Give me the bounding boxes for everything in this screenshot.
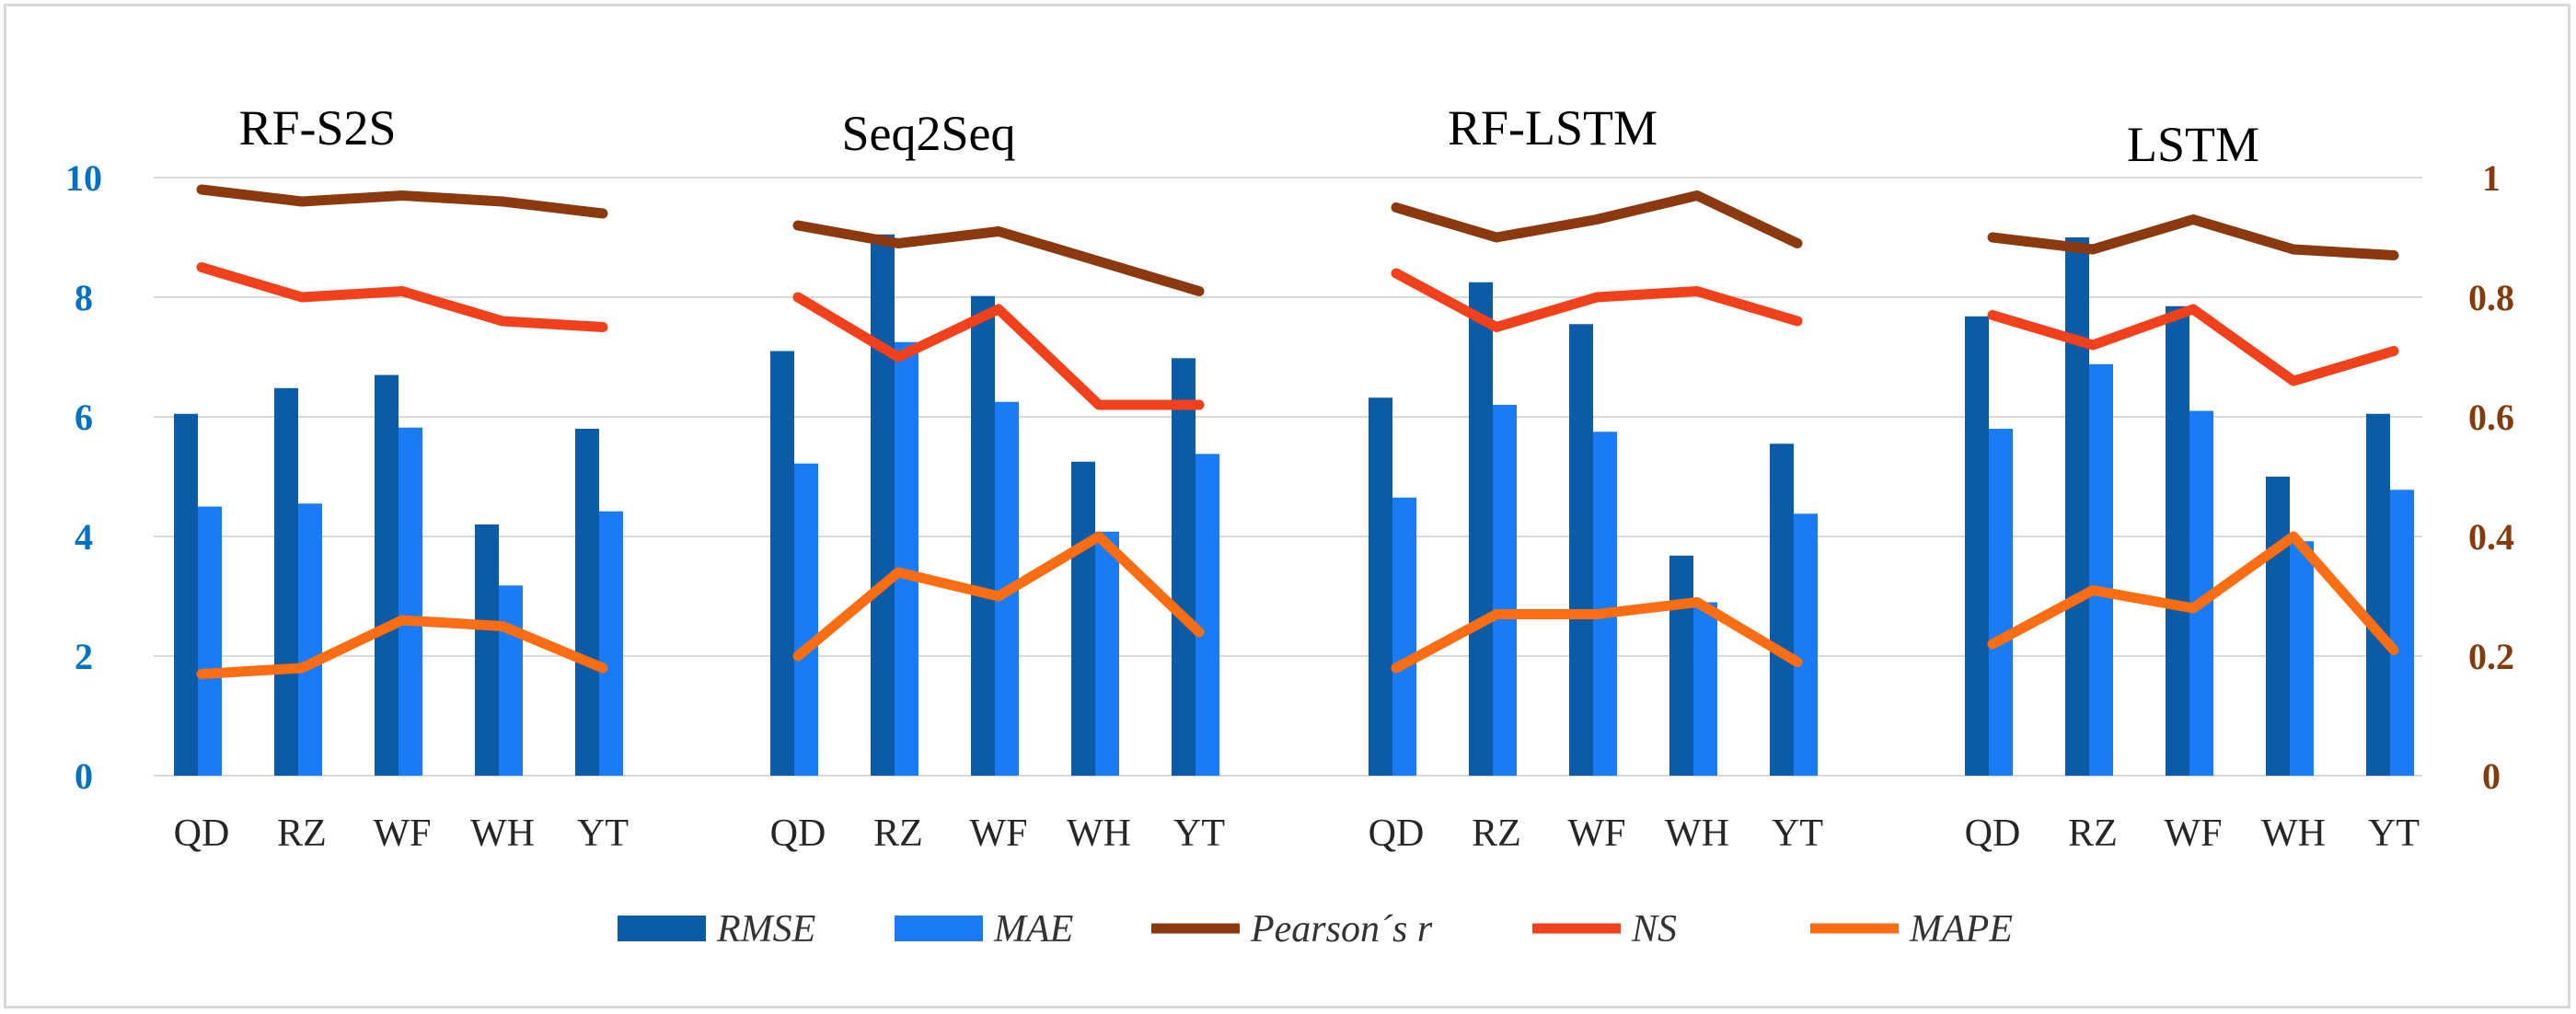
bar-rmse xyxy=(1965,316,1989,776)
category-label: QD xyxy=(770,812,826,855)
category-label: QD xyxy=(1369,812,1425,855)
bar-mae xyxy=(599,511,623,776)
line-ns-series xyxy=(196,262,608,332)
left-axis-tick-label: 8 xyxy=(75,277,93,318)
bar-rmse xyxy=(475,524,499,776)
bar-rmse xyxy=(1469,282,1493,776)
bar-rmse xyxy=(1172,358,1196,776)
line-pearson-r-series xyxy=(1391,190,1803,248)
category-label: WF xyxy=(1568,812,1626,855)
right-axis-tick-label: 0.6 xyxy=(2468,397,2514,438)
bar-mae xyxy=(794,463,818,776)
line-pearson-r-series xyxy=(1987,214,2399,260)
category-label: WF xyxy=(374,812,432,855)
legend-label-rmse: RMSE xyxy=(716,908,815,951)
panel-title: RF-LSTM xyxy=(1448,100,1658,156)
right-axis-tick-label: 1 xyxy=(2482,157,2501,199)
right-axis-tick-label: 0 xyxy=(2482,755,2501,797)
right-axis-tick-label: 0.2 xyxy=(2468,636,2514,677)
category-label: WH xyxy=(470,812,535,855)
bar-rmse xyxy=(2065,237,2089,776)
bar-mae xyxy=(1196,454,1219,776)
bar-mae xyxy=(198,506,222,776)
legend-label-ns: NS xyxy=(1631,908,1677,951)
chart-frame: 0 2 4 6 8 10 0 0.2 0.4 0.6 0.8 1 RF-S2S QD RZ WF WH YT Seq… xyxy=(4,4,2570,1008)
category-label: WH xyxy=(1665,812,1729,855)
category-label: YT xyxy=(1772,812,1823,855)
bar-mae xyxy=(399,427,422,776)
bar-mae xyxy=(499,585,523,776)
category-label: RZ xyxy=(2068,812,2118,855)
category-label: RZ xyxy=(873,812,923,855)
chart: 0 2 4 6 8 10 0 0.2 0.4 0.6 0.8 1 RF-S2S QD RZ WF WH YT Seq… xyxy=(65,100,2514,951)
category-label: WF xyxy=(2165,812,2223,855)
bar-rmse xyxy=(2366,413,2390,776)
bar-mae xyxy=(1693,602,1717,776)
left-axis-tick-label: 6 xyxy=(75,397,93,438)
line-ns-series xyxy=(1987,304,2399,386)
category-label: RZ xyxy=(277,812,327,855)
right-axis-tick-label: 0.8 xyxy=(2468,277,2514,318)
line-mape-series xyxy=(792,531,1205,662)
category-label: RZ xyxy=(1472,812,1521,855)
bar-mae xyxy=(1794,513,1818,776)
left-axis-tick-label: 0 xyxy=(75,755,93,797)
bar-mae xyxy=(298,503,322,776)
bar-mae xyxy=(2390,490,2414,776)
bar-rmse xyxy=(1369,398,1392,776)
line-ns-series xyxy=(1391,268,1803,332)
bar-rmse xyxy=(1569,324,1593,776)
category-label: YT xyxy=(1173,812,1225,855)
left-axis-tick-label: 2 xyxy=(75,636,93,677)
panel-title: Seq2Seq xyxy=(842,106,1016,161)
category-label: WH xyxy=(2261,812,2326,855)
left-axis-tick-label: 10 xyxy=(65,157,102,199)
legend-swatch-rmse xyxy=(618,916,706,941)
bar-rmse xyxy=(274,387,298,776)
line-mape-series xyxy=(196,615,608,679)
bar-mae xyxy=(1392,497,1416,776)
bar-rmse xyxy=(2166,305,2189,776)
line-mape-series xyxy=(1987,531,2399,655)
category-label: QD xyxy=(174,812,230,855)
bar-mae xyxy=(895,341,918,776)
left-axis-tick-label: 4 xyxy=(75,516,93,558)
bar-rmse xyxy=(871,234,895,776)
panel-title: LSTM xyxy=(2127,117,2259,172)
bar-mae xyxy=(2089,363,2113,776)
line-pearson-r-series xyxy=(792,220,1205,296)
bar-mae xyxy=(2290,541,2314,776)
panel-title: RF-S2S xyxy=(238,100,396,156)
bar-rmse xyxy=(375,374,399,776)
bar-rmse xyxy=(1669,555,1693,776)
legend-swatch-mae xyxy=(895,916,983,941)
legend-label-mape: MAPE xyxy=(1909,908,2013,951)
bar-mae xyxy=(1095,531,1119,776)
legend-label-mae: MAE xyxy=(993,908,1073,951)
legend-label-pearson-r: Pearson´s r xyxy=(1250,908,1433,951)
bar-mae xyxy=(1989,429,2013,776)
category-label: YT xyxy=(577,812,629,855)
bar-rmse xyxy=(2266,477,2290,776)
bar-rmse xyxy=(770,351,794,776)
line-mape-series xyxy=(1391,597,1803,674)
category-label: YT xyxy=(2368,812,2420,855)
bar-rmse xyxy=(575,429,599,776)
bar-mae xyxy=(1493,405,1517,776)
bar-mae xyxy=(1593,432,1617,776)
category-label: WF xyxy=(970,812,1028,855)
category-label: QD xyxy=(1965,812,2021,855)
category-label: WH xyxy=(1067,812,1131,855)
bar-rmse xyxy=(1770,444,1794,776)
line-pearson-r-series xyxy=(196,184,608,219)
line-ns-series xyxy=(792,292,1205,410)
bar-rmse xyxy=(971,295,995,776)
bar-rmse xyxy=(174,413,198,776)
bar-rmse xyxy=(1071,461,1095,776)
right-axis-tick-label: 0.4 xyxy=(2468,516,2514,558)
